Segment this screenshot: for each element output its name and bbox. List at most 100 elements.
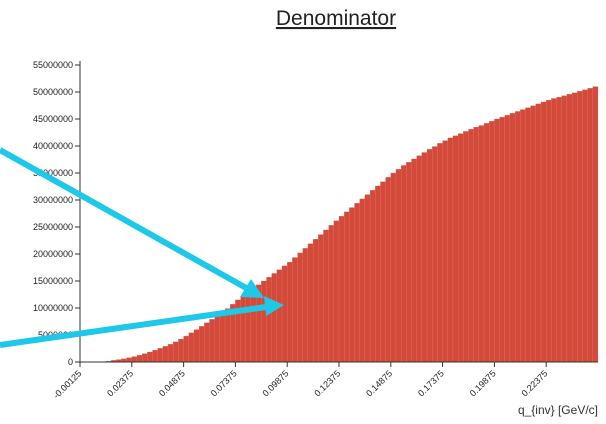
bar [416, 155, 423, 363]
bar [478, 125, 485, 363]
bar [582, 89, 588, 363]
bar [281, 265, 288, 363]
bar [245, 292, 252, 363]
bar [494, 118, 500, 363]
bar [520, 109, 526, 363]
x-tick-label: -0.00125 [51, 368, 83, 400]
bar [224, 308, 231, 363]
plot-area: 0500000010000000150000002000000025000000… [33, 60, 599, 401]
bar [561, 95, 568, 363]
y-tick-label: 10000000 [33, 303, 73, 313]
bar [577, 91, 583, 363]
bar [463, 131, 469, 363]
bar [204, 322, 210, 363]
bar [514, 111, 521, 363]
bar [307, 243, 314, 363]
x-tick-label: 0.17375 [416, 368, 446, 398]
bar [437, 143, 443, 363]
bar [250, 288, 257, 363]
bar [167, 344, 174, 363]
annotation-arrows [0, 147, 284, 348]
bar [302, 248, 309, 363]
bar [551, 98, 557, 363]
x-tick-label: 0.19875 [468, 368, 498, 398]
bar [364, 194, 371, 363]
bar [131, 356, 138, 363]
bar [509, 113, 516, 363]
y-tick-label: 50000000 [33, 87, 73, 97]
bar [173, 341, 179, 363]
bar [333, 220, 340, 363]
bar [535, 103, 542, 363]
x-tick-label: 0.02375 [105, 368, 135, 398]
y-tick-label: 15000000 [33, 276, 73, 286]
bar [447, 137, 454, 363]
bar [411, 158, 417, 363]
bar [592, 86, 599, 363]
bar [261, 280, 267, 363]
arrow [0, 304, 267, 348]
bar [297, 252, 303, 363]
bar [556, 96, 562, 363]
bar [344, 211, 350, 363]
chart-title: Denominator [276, 7, 396, 30]
bar [468, 129, 474, 363]
bar [142, 353, 148, 363]
bar [354, 203, 360, 363]
bar [126, 357, 132, 363]
bar [349, 207, 355, 363]
bar [483, 123, 490, 363]
bar [188, 332, 195, 363]
arrowhead [240, 279, 264, 298]
bar [369, 190, 376, 363]
bar [566, 94, 573, 363]
bar [276, 269, 283, 363]
x-tick-label: 0.07375 [209, 368, 239, 398]
x-axis-label: q_{inv} [GeV/c] [518, 403, 598, 417]
y-tick-label: 30000000 [33, 195, 73, 205]
bar [525, 107, 531, 363]
bar [318, 234, 324, 363]
bar [442, 140, 448, 363]
y-tick-label: 55000000 [33, 60, 73, 70]
bar [571, 92, 578, 363]
bar [147, 351, 153, 363]
y-tick-label: 40000000 [33, 141, 73, 151]
bar [328, 225, 334, 363]
bar [540, 101, 547, 363]
bar [375, 185, 381, 363]
bar [390, 172, 397, 363]
bar [240, 295, 246, 363]
bar [546, 99, 552, 363]
y-tick-label: 45000000 [33, 114, 73, 124]
bar [385, 177, 391, 363]
bar [426, 149, 433, 363]
bar [452, 135, 459, 363]
y-tick-label: 0 [68, 357, 73, 367]
bar [193, 329, 200, 363]
bar [338, 216, 345, 363]
x-tick-label: 0.12375 [312, 368, 342, 398]
arrowhead [264, 296, 284, 316]
bar [214, 315, 221, 363]
bar [504, 115, 511, 363]
bar [395, 169, 402, 363]
y-tick-label: 20000000 [33, 249, 73, 259]
bar [380, 181, 386, 363]
bar [359, 198, 366, 363]
bar [587, 88, 593, 363]
x-tick-label: 0.14875 [364, 368, 394, 398]
y-tick-label: 35000000 [33, 168, 73, 178]
bar [178, 338, 184, 363]
bar [421, 152, 428, 363]
bar [323, 229, 329, 363]
x-tick-label: 0.22375 [520, 368, 550, 398]
arrow [0, 147, 250, 292]
bar [209, 319, 215, 363]
bar [292, 257, 298, 363]
bar [499, 116, 505, 363]
bar [530, 105, 536, 363]
bar [198, 326, 205, 363]
bar [489, 121, 495, 363]
